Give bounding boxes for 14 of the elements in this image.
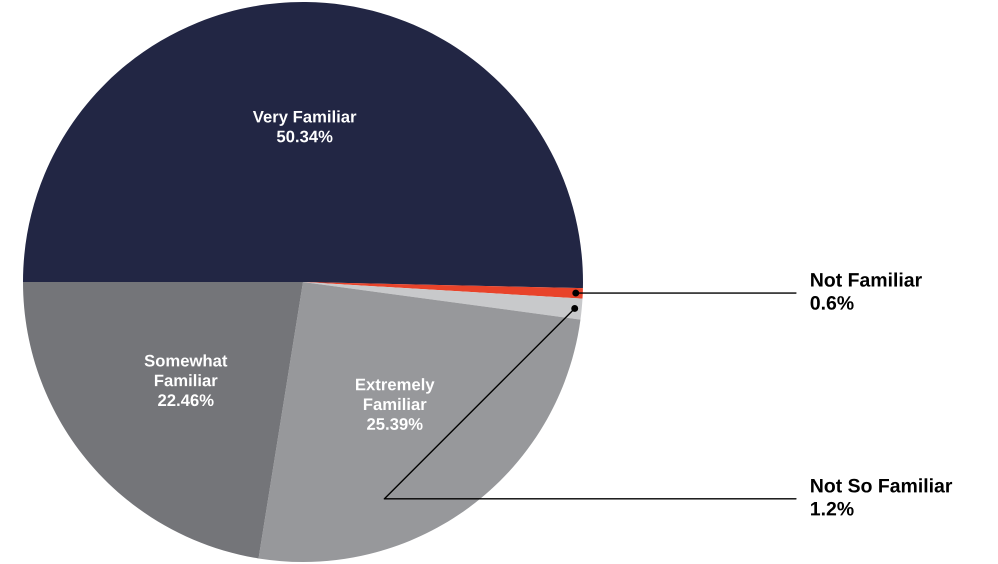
pie-slice <box>23 2 583 288</box>
slice-label: Not So Familiar <box>811 478 952 493</box>
slice-label: Very Familiar <box>252 110 356 126</box>
data-label: 50.34% <box>276 130 332 142</box>
slice-label: Not Familiar <box>811 272 922 287</box>
data-label: 0.6% <box>810 296 854 310</box>
pie-slice <box>303 282 583 320</box>
data-label: 25.39% <box>367 418 423 430</box>
slice-label: Somewhat Familiar <box>144 354 228 386</box>
slice-label: Extremely Familiar <box>356 378 435 410</box>
data-label: 1.2% <box>811 502 854 516</box>
data-label: 22.46% <box>158 394 214 406</box>
pie-slice <box>258 282 580 562</box>
pie-slice <box>23 282 303 558</box>
